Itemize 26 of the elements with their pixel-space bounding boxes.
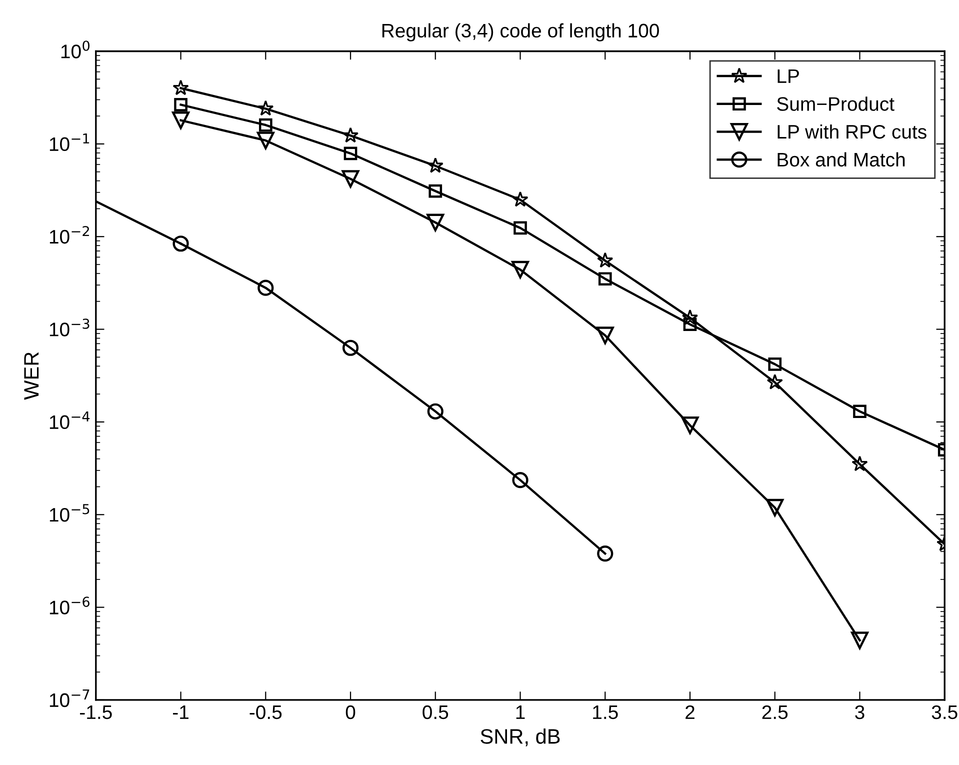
legend-label: Box and Match [778,152,905,167]
y-tick-label: 10$^{−7}$ [50,690,90,708]
x-tick-label: 2.5 [762,705,788,720]
x-axis-title: SNR, dB [480,728,560,746]
x-tick-label: -0.5 [250,705,282,720]
x-tick-label: 0 [346,705,356,720]
x-tick-label: -1 [172,706,188,719]
y-tick-label: 10$^{−3}$ [50,318,90,336]
legend-label: LP [778,69,799,83]
y-axis-title: WER [24,352,39,400]
x-tick-label: -1.5 [80,706,112,720]
x-tick-label: 1 [516,706,525,719]
legend-label: Sum−Product [777,96,894,111]
y-tick-label: 10$^{−6}$ [50,596,90,614]
x-tick-label: 3 [855,705,864,720]
y-tick-label: 10$^{−4}$ [50,412,90,430]
y-tick-label: 10$^{−5}$ [50,504,90,522]
y-tick-label: 10$^{0}$ [61,40,90,58]
y-tick-label: 10$^{−2}$ [50,226,89,244]
chart-title: Regular (3,4) code of length 100 [382,23,659,42]
x-tick-label: 3.5 [932,705,958,720]
legend-label: LP with RPC cuts [778,124,926,139]
x-tick-label: 2 [686,705,694,719]
y-tick-label: 10$^{−1}$ [50,133,90,152]
x-tick-label: 0.5 [422,705,448,720]
x-tick-label: 1.5 [593,706,618,720]
